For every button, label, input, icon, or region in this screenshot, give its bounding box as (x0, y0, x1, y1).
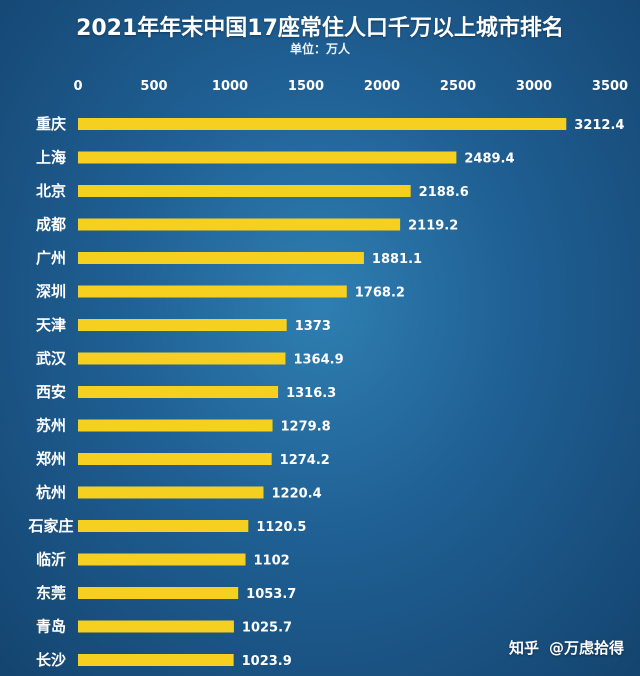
bars: 重庆 3212.4 上海 2489.4 北京 2188.6 成都 2119.2 广州 1881.1… (27, 115, 624, 669)
category-label: 长沙 (36, 651, 66, 669)
watermark-site: 知乎 (508, 639, 539, 657)
x-tick-label: 2500 (440, 79, 476, 94)
value-label: 2119.2 (408, 219, 458, 234)
watermark: 知乎 @万虑拾得 (509, 637, 624, 658)
bar (78, 319, 287, 331)
x-axis-ticks: 0 500 1000 1500 2000 2500 3000 3500 (73, 79, 628, 94)
category-label: 成都 (36, 216, 66, 234)
value-label: 1364.9 (293, 353, 343, 368)
category-label: 武汉 (36, 350, 67, 368)
category-label: 西安 (36, 383, 66, 401)
category-label: 临沂 (36, 551, 66, 569)
value-label: 1053.7 (246, 587, 296, 602)
bar (78, 386, 279, 398)
bar (78, 486, 264, 499)
bar (78, 218, 401, 231)
bar (78, 520, 249, 532)
value-label: 3212.4 (574, 118, 624, 133)
value-label: 1768.2 (355, 286, 405, 301)
bar (78, 453, 272, 465)
chart-subtitle: 单位：万人 (289, 42, 350, 56)
value-label: 1279.8 (281, 420, 331, 435)
value-label: 1881.1 (372, 252, 422, 267)
value-label: 1220.4 (272, 487, 322, 502)
value-label: 1023.9 (242, 654, 292, 669)
bar (78, 553, 246, 566)
bar (78, 587, 239, 599)
bar (78, 620, 234, 633)
category-label: 东莞 (36, 584, 66, 602)
category-label: 北京 (36, 182, 66, 200)
value-label: 1274.2 (280, 453, 330, 468)
x-tick-label: 500 (140, 79, 167, 94)
category-label: 深圳 (36, 283, 66, 301)
value-label: 1373 (295, 319, 331, 334)
bar (78, 352, 286, 365)
value-label: 2489.4 (464, 152, 514, 167)
x-tick-label: 3000 (516, 79, 552, 94)
value-label: 1025.7 (242, 621, 292, 636)
bar (78, 151, 457, 164)
x-tick-label: 3500 (592, 79, 628, 94)
value-label: 2188.6 (419, 185, 469, 200)
watermark-author: @万虑拾得 (548, 639, 624, 657)
category-label: 苏州 (36, 417, 66, 435)
x-tick-label: 0 (73, 79, 82, 94)
bar (78, 118, 567, 130)
category-label: 青岛 (36, 618, 66, 636)
category-label: 郑州 (36, 450, 66, 468)
x-tick-label: 1000 (212, 79, 248, 94)
value-label: 1102 (254, 554, 290, 569)
category-label: 重庆 (36, 115, 66, 133)
x-tick-label: 2000 (364, 79, 400, 94)
bar (78, 185, 411, 197)
bar (78, 654, 234, 666)
bar (78, 419, 273, 432)
x-tick-label: 1500 (288, 79, 324, 94)
category-label: 杭州 (36, 484, 66, 502)
bar (78, 285, 347, 298)
bar (78, 252, 364, 264)
category-label: 石家庄 (27, 517, 73, 535)
category-label: 广州 (36, 249, 66, 267)
category-label: 上海 (36, 149, 66, 167)
category-label: 天津 (36, 316, 66, 334)
value-label: 1120.5 (256, 520, 306, 535)
value-label: 1316.3 (286, 386, 336, 401)
chart-title: 2021年年末中国17座常住人口千万以上城市排名 (76, 16, 564, 41)
